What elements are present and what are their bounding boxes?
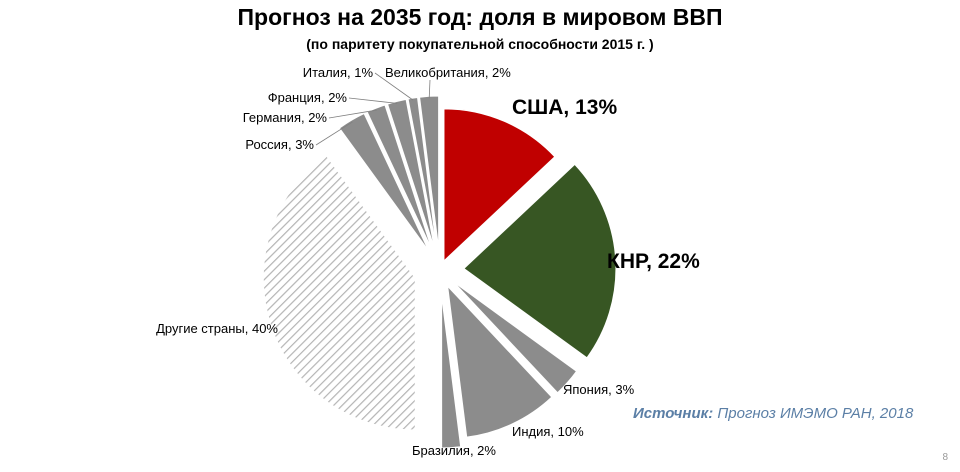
pie-slice-usa: [443, 108, 556, 262]
slice-label-china: КНР, 22%: [607, 250, 700, 273]
source-note: Источник: Прогноз ИМЭМО РАН, 2018: [633, 405, 913, 422]
chart-subtitle: (по паритету покупательной способности 2…: [306, 36, 654, 52]
pie-slice-france: [386, 98, 436, 249]
slice-label-other-countries: Другие страны, 40%: [156, 321, 278, 336]
pie-slice-russia: [338, 112, 430, 252]
page-number: 8: [942, 452, 948, 463]
slice-label-japan: Япония, 3%: [563, 382, 635, 397]
slice-label-usa: США, 13%: [512, 96, 617, 119]
leader-line-france: [348, 97, 398, 104]
pie-slice-other-countries: [262, 154, 416, 431]
slice-label-germany: Германия, 2%: [243, 110, 328, 125]
slice-label-italy: Италия, 1%: [303, 65, 374, 80]
slice-label-brazil: Бразилия, 2%: [412, 443, 496, 458]
leader-line-italy: [374, 72, 414, 101]
slice-label-russia: Россия, 3%: [245, 137, 314, 152]
pie-slice-china: [463, 163, 617, 359]
leader-line-germany: [328, 109, 377, 119]
pie-slice-italy: [407, 96, 438, 249]
pie-slice-japan: [453, 281, 578, 394]
source-text: Прогноз ИМЭМО РАН, 2018: [713, 405, 914, 422]
leader-line-russia: [315, 121, 353, 146]
slice-label-france: Франция, 2%: [268, 90, 348, 105]
slice-label-india: Индия, 10%: [512, 424, 584, 439]
pie-slice-brazil: [441, 295, 462, 449]
slice-label-uk: Великобритания, 2%: [385, 65, 511, 80]
chart-title: Прогноз на 2035 год: доля в мировом ВВП: [237, 4, 723, 30]
pie-slice-india: [446, 284, 553, 438]
source-label: Источник:: [633, 405, 714, 422]
leader-line-uk: [428, 79, 431, 99]
